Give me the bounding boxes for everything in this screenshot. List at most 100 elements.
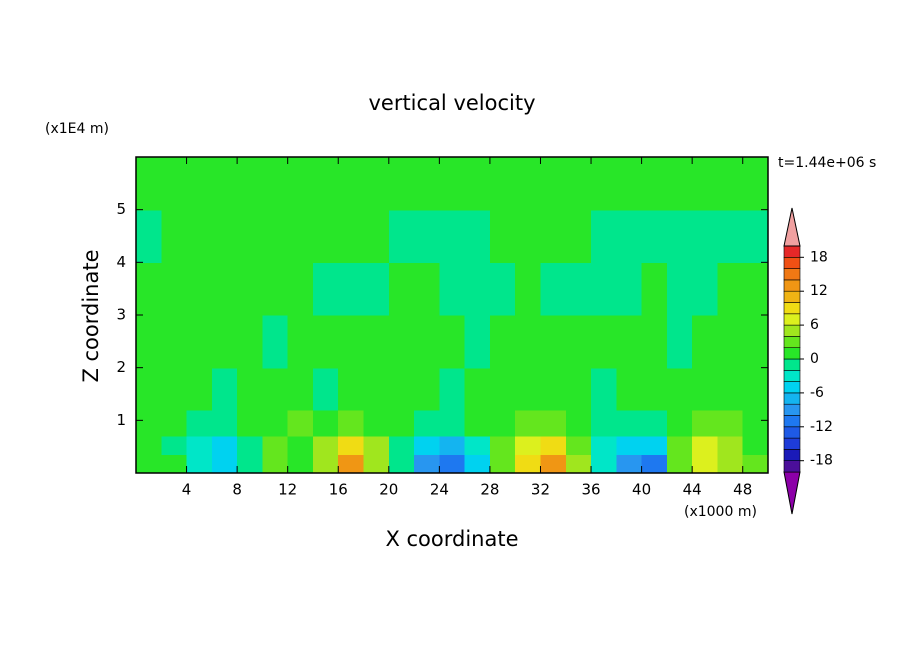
x-tick-label: 36 — [581, 481, 600, 499]
field-cell — [515, 367, 542, 411]
field-cell — [363, 209, 390, 263]
field-cell — [515, 409, 542, 437]
field-cell — [717, 262, 744, 316]
field-cell — [565, 436, 592, 456]
field-cell — [363, 262, 390, 316]
y-tick-label: 2 — [116, 358, 126, 376]
field-cell — [262, 209, 289, 263]
field-cell — [338, 157, 365, 211]
field-cell — [692, 409, 719, 437]
colorbar-label: -18 — [810, 453, 833, 469]
field-cell — [439, 436, 466, 456]
field-cell — [388, 436, 415, 456]
colorbar-box — [783, 313, 801, 326]
field-cell — [540, 209, 567, 263]
field-cell — [565, 454, 592, 474]
field-cell — [388, 209, 415, 263]
field-cell — [540, 454, 567, 474]
field-cell — [338, 262, 365, 316]
field-cell — [211, 315, 238, 369]
field-cell — [591, 262, 617, 316]
x-tick-label: 8 — [232, 481, 242, 499]
field-cell — [237, 409, 263, 437]
field-cell — [464, 367, 491, 411]
field-cell — [540, 367, 567, 411]
field-cell — [136, 262, 162, 316]
field-cell — [742, 436, 769, 456]
field-cell — [641, 409, 668, 437]
field-cell — [287, 157, 314, 211]
field-cell — [237, 436, 263, 456]
field-cell — [136, 454, 162, 474]
field-cell — [262, 454, 289, 474]
field-cell — [641, 367, 668, 411]
field-cell — [489, 315, 516, 369]
field-cell — [742, 409, 769, 437]
field-cell — [489, 367, 516, 411]
field-cell — [464, 315, 491, 369]
field-cell — [186, 262, 213, 316]
field-cell — [692, 367, 719, 411]
field-cell — [439, 454, 466, 474]
colorbar-box — [783, 302, 801, 315]
field-cell — [338, 367, 365, 411]
field-cell — [136, 409, 162, 437]
field-cell — [666, 367, 693, 411]
y-tick-label: 3 — [116, 306, 126, 324]
field-cell — [161, 436, 188, 456]
x-axis-label: X coordinate — [385, 527, 518, 551]
field-cell — [565, 209, 592, 263]
field-cell — [489, 209, 516, 263]
field-cell — [692, 436, 719, 456]
field-cell — [388, 409, 415, 437]
field-cell — [237, 367, 263, 411]
field-cell — [641, 436, 668, 456]
field-cell — [666, 262, 693, 316]
field-cell — [287, 315, 314, 369]
colorbar-box — [783, 369, 801, 382]
field-cell — [489, 436, 516, 456]
field-cell — [211, 436, 238, 456]
field-cell — [717, 209, 744, 263]
colorbar-box — [783, 290, 801, 303]
field-cell — [136, 209, 162, 263]
field-cell — [414, 209, 440, 263]
field-cell — [717, 367, 744, 411]
field-cell — [742, 157, 769, 211]
field-cell — [363, 157, 390, 211]
field-cell — [161, 367, 188, 411]
field-cell — [616, 409, 643, 437]
field-cell — [161, 262, 188, 316]
field-cell — [211, 454, 238, 474]
colorbar-box — [783, 279, 801, 292]
field-cell — [262, 367, 289, 411]
field-cell — [211, 409, 238, 437]
field-cell — [211, 262, 238, 316]
field-cell — [312, 209, 339, 263]
field-cell — [237, 315, 263, 369]
field-cell — [591, 157, 617, 211]
field-cell — [540, 262, 567, 316]
colorbar-box — [783, 426, 801, 439]
field-cell — [616, 209, 643, 263]
field-cell — [717, 157, 744, 211]
field-cell — [591, 436, 617, 456]
x-tick-label: 16 — [329, 481, 348, 499]
colorbar-label: 18 — [810, 249, 828, 265]
colorbar-label: 6 — [810, 317, 819, 333]
field-cell — [287, 409, 314, 437]
field-cell — [439, 262, 466, 316]
field-cell — [312, 454, 339, 474]
field-cell — [414, 409, 440, 437]
field-cell — [464, 157, 491, 211]
colorbar-box — [783, 437, 801, 450]
colorbar-label: -6 — [810, 385, 824, 401]
field-cell — [287, 262, 314, 316]
field-cell — [692, 262, 719, 316]
field-cell — [464, 454, 491, 474]
field-cell — [388, 454, 415, 474]
colorbar-box — [783, 449, 801, 461]
field-cell — [237, 262, 263, 316]
field-cell — [641, 315, 668, 369]
field-cell — [312, 436, 339, 456]
